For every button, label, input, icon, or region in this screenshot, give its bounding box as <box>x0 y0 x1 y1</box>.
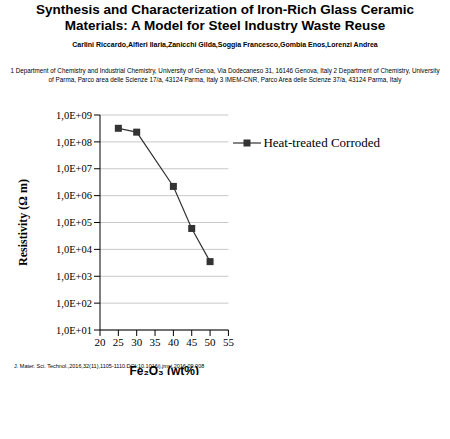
svg-text:1,0E+07: 1,0E+07 <box>56 163 92 174</box>
svg-text:1,0E+09: 1,0E+09 <box>56 110 92 121</box>
svg-text:20: 20 <box>95 336 107 348</box>
svg-text:1,0E+01: 1,0E+01 <box>56 325 92 336</box>
svg-text:55: 55 <box>223 336 235 348</box>
svg-text:50: 50 <box>205 336 217 348</box>
svg-text:1,0E+02: 1,0E+02 <box>56 298 92 309</box>
svg-text:35: 35 <box>150 336 162 348</box>
svg-text:1,0E+03: 1,0E+03 <box>56 271 92 282</box>
svg-text:1,0E+06: 1,0E+06 <box>56 190 92 201</box>
html-text:Carlini Riccardo,Alfieri Ilari: Carlini Riccardo,Alfieri Ilaria,Zanicchi… <box>72 41 378 48</box>
svg-text:25: 25 <box>113 336 125 348</box>
svg-text:1,0E+04: 1,0E+04 <box>56 244 93 255</box>
svg-text:1,0E+05: 1,0E+05 <box>56 217 92 228</box>
html-text:J. Mater. Sci. Technol.,2016,3: J. Mater. Sci. Technol.,2016,32(11),1105… <box>14 363 205 369</box>
svg-text:1,0E+08: 1,0E+08 <box>56 137 92 148</box>
svg-text:45: 45 <box>186 336 198 348</box>
html-text:1 Department of Chemistry and: 1 Department of Chemistry and Industrial… <box>10 67 440 83</box>
svg-text:30: 30 <box>131 336 143 348</box>
svg-text:Resistivity (Ω m): Resistivity (Ω m) <box>16 179 30 266</box>
html-text:Heat-treated Corroded: Heat-treated Corroded <box>263 135 380 150</box>
html-text:Synthesis and Characterization: Synthesis and Characterization of Iron-R… <box>35 2 414 33</box>
svg-text:40: 40 <box>168 336 180 348</box>
